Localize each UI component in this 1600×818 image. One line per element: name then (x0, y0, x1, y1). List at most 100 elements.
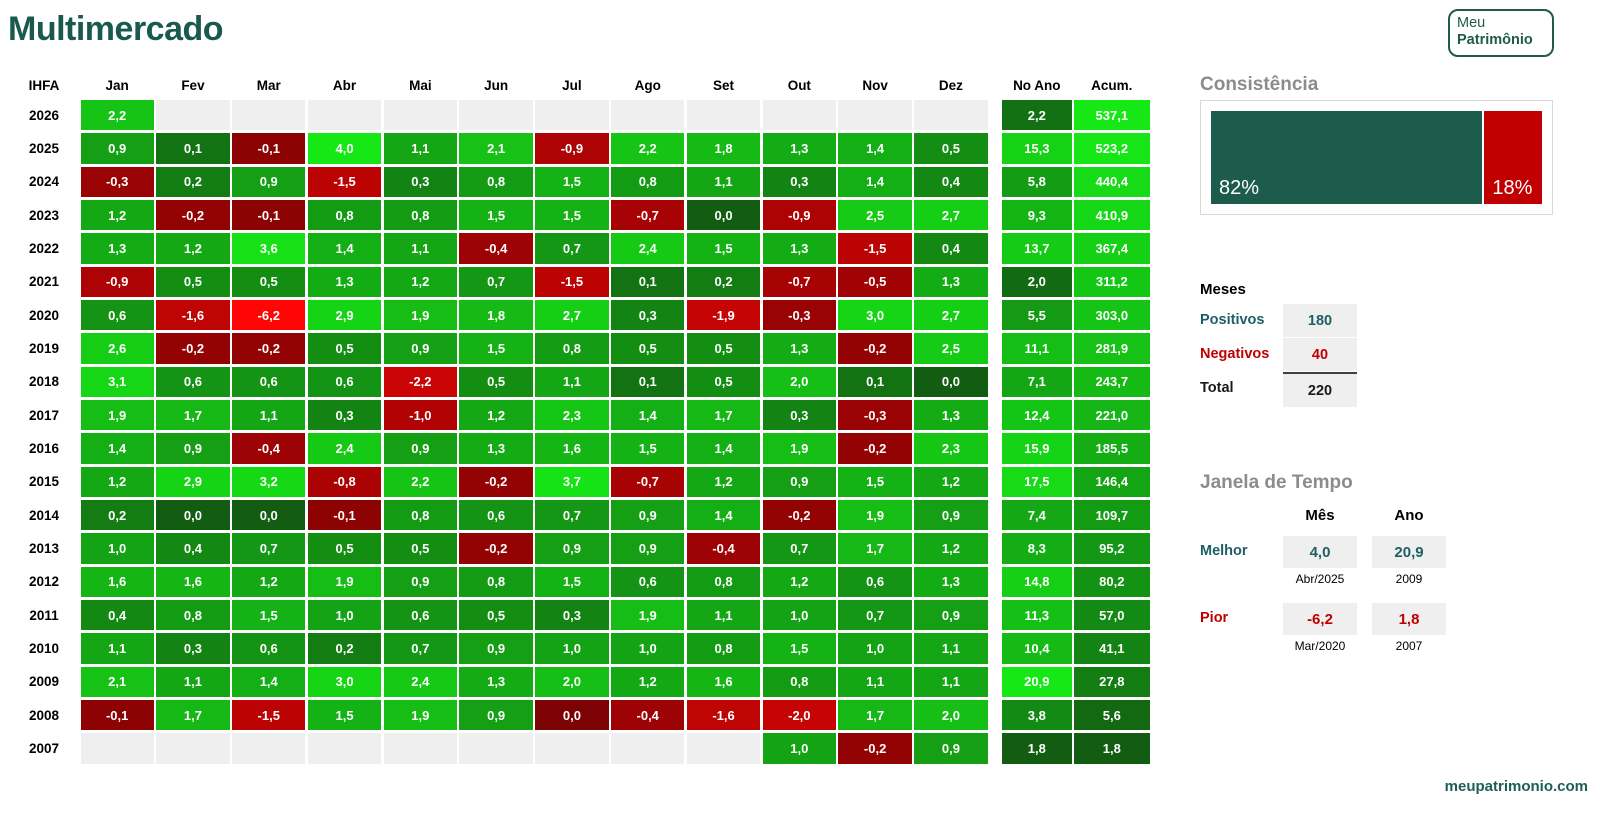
heatmap-cell: 1,7 (838, 533, 912, 564)
heatmap-cell: 1,5 (307, 700, 382, 731)
heatmap-cell: 3,0 (838, 300, 912, 331)
heatmap-cell: -0,3 (762, 300, 836, 331)
heatmap-cell: 0,8 (383, 200, 457, 231)
heatmap-cell: 1,0 (535, 633, 609, 664)
heatmap-cell (535, 100, 609, 131)
right-panel: Consistência 82% 18% Meses Positivos 180 N… (1200, 0, 1556, 818)
heatmap-cell: 1,4 (838, 133, 912, 164)
heatmap-cell: 1,5 (535, 566, 609, 597)
heatmap-cell (459, 100, 533, 131)
meses-label: Total (1200, 380, 1234, 396)
heatmap-summary-header: Acum. (1074, 73, 1150, 97)
heatmap-cell: 1,2 (383, 266, 457, 297)
heatmap-cell: -0,3 (80, 166, 154, 197)
consistencia-title: Consistência (1200, 74, 1319, 95)
heatmap-cell: -0,2 (762, 500, 836, 531)
heatmap-month-header: Mai (383, 73, 457, 97)
heatmap-month-header: Fev (156, 73, 230, 97)
heatmap-cell: 0,0 (232, 500, 306, 531)
heatmap-month-header: Mar (232, 73, 306, 97)
heatmap-cell: 1,8 (686, 133, 761, 164)
heatmap-cell-acum: 440,4 (1074, 166, 1150, 197)
heatmap-cell: 2,7 (914, 200, 988, 231)
heatmap-spacer (990, 433, 1000, 463)
heatmap-cell: 2,2 (383, 466, 457, 497)
melhor-mes-value: 4,0 (1283, 536, 1357, 568)
heatmap-cell: -1,6 (156, 300, 230, 331)
logo-line2: Patrimônio (1457, 31, 1533, 48)
heatmap-cell: 0,8 (156, 600, 230, 631)
pior-mes-value: -6,2 (1283, 603, 1357, 635)
heatmap-cell: 1,4 (307, 233, 382, 264)
heatmap-cell: 1,5 (838, 466, 912, 497)
returns-heatmap: IHFA Jan Fev Mar Abr Mai Jun Jul Ago Set Out Nov Dez… (10, 73, 1150, 764)
heatmap-cell: 0,9 (459, 700, 533, 731)
heatmap-cell: 0,8 (535, 333, 609, 364)
heatmap-cell: 2,1 (459, 133, 533, 164)
melhor-ano-value: 20,9 (1372, 536, 1446, 568)
heatmap-cell: 0,5 (307, 333, 382, 364)
heatmap-cell: 1,0 (611, 633, 685, 664)
heatmap-cell: 0,5 (686, 366, 761, 397)
heatmap-cell: 2,4 (307, 433, 382, 464)
janela-col-ano: Ano (1394, 507, 1424, 524)
heatmap-cell: 0,9 (762, 466, 836, 497)
heatmap-cell: 0,2 (307, 633, 382, 664)
heatmap-spacer (990, 633, 1000, 663)
heatmap-cell: 0,7 (535, 500, 609, 531)
heatmap-cell: 0,8 (383, 500, 457, 531)
heatmap-spacer (990, 133, 1000, 163)
meses-value: 180 (1283, 304, 1357, 337)
heatmap-cell: 2,4 (383, 666, 457, 697)
heatmap-cell (838, 100, 912, 131)
heatmap-cell: 0,9 (914, 733, 988, 764)
heatmap-cell: 0,6 (80, 300, 154, 331)
heatmap-cell: 0,8 (686, 566, 761, 597)
heatmap-cell: 1,6 (156, 566, 230, 597)
heatmap-cell: 1,3 (914, 266, 988, 297)
heatmap-cell: 1,5 (611, 433, 685, 464)
heatmap-cell: 0,0 (914, 366, 988, 397)
heatmap-cell: 1,4 (686, 433, 761, 464)
heatmap-cell: 0,9 (232, 166, 306, 197)
heatmap-cell: 0,2 (686, 266, 761, 297)
heatmap-cell: 0,6 (307, 366, 382, 397)
heatmap-cell: 1,1 (686, 166, 761, 197)
heatmap-spacer (990, 267, 1000, 297)
heatmap-cell: 3,0 (307, 666, 382, 697)
heatmap-cell: 4,0 (307, 133, 382, 164)
heatmap-cell-acum: 41,1 (1074, 633, 1150, 664)
consistencia-positive-segment: 82% (1211, 111, 1483, 204)
heatmap-cell: 0,7 (535, 233, 609, 264)
heatmap-year-label: 2024 (10, 166, 78, 197)
heatmap-cell: 1,7 (156, 400, 230, 431)
heatmap-cell: 0,3 (611, 300, 685, 331)
heatmap-cell (914, 100, 988, 131)
heatmap-cell: 1,4 (838, 166, 912, 197)
heatmap-cell-no-ano: 10,4 (1002, 633, 1072, 664)
consistencia-positive-label: 82% (1219, 177, 1260, 199)
heatmap-cell: -0,1 (307, 500, 382, 531)
pior-ano-sub: 2007 (1395, 639, 1423, 653)
heatmap-cell-no-ano: 17,5 (1002, 466, 1072, 497)
heatmap-cell: 1,2 (80, 466, 154, 497)
heatmap-cell: 0,5 (232, 266, 306, 297)
heatmap-spacer (990, 400, 1000, 430)
heatmap-cell: 1,3 (762, 133, 836, 164)
heatmap-cell: 0,8 (762, 666, 836, 697)
heatmap-cell: 1,0 (307, 600, 382, 631)
heatmap-cell: 2,3 (535, 400, 609, 431)
heatmap-cell-acum: 281,9 (1074, 333, 1150, 364)
melhor-mes-sub: Abr/2025 (1295, 572, 1345, 586)
heatmap-summary-header: No Ano (1002, 73, 1072, 97)
heatmap-cell: 1,2 (80, 200, 154, 231)
heatmap-cell: 0,3 (762, 400, 836, 431)
heatmap-cell (686, 733, 761, 764)
heatmap-cell: 1,9 (307, 566, 382, 597)
heatmap-spacer (990, 667, 1000, 697)
heatmap-year-label: 2017 (10, 400, 78, 431)
heatmap-cell: 1,2 (686, 466, 761, 497)
heatmap-year-label: 2014 (10, 500, 78, 531)
heatmap-cell: -0,7 (611, 200, 685, 231)
heatmap-cell: 1,5 (232, 600, 306, 631)
